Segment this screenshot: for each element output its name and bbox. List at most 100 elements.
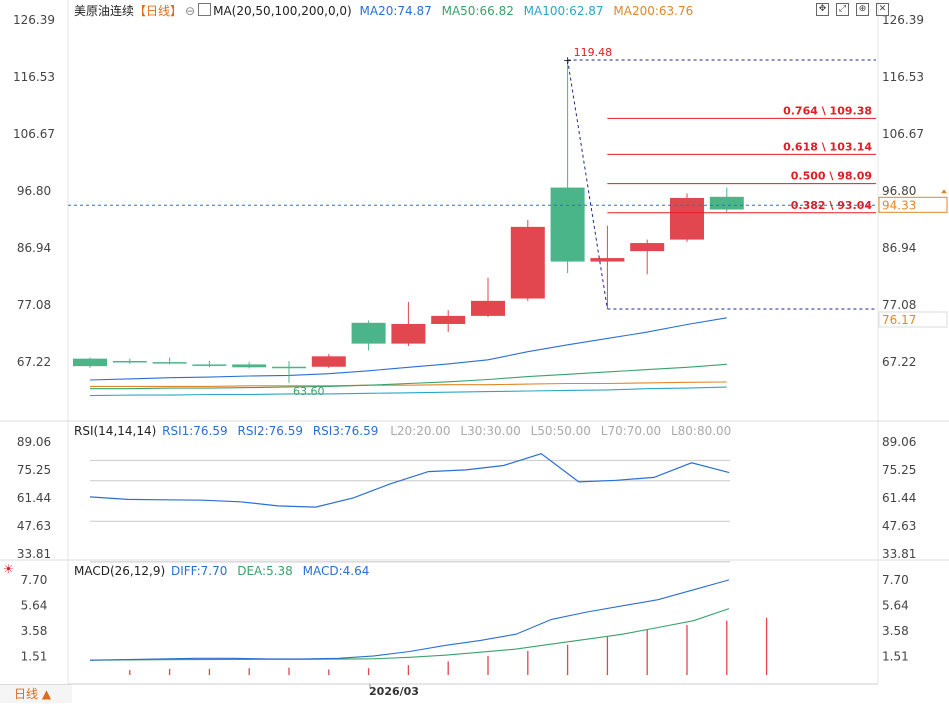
price-tick-right: 77.08: [882, 298, 916, 312]
ma-title[interactable]: MA(20,50,100,200,0,0): [213, 4, 352, 18]
settings-icon[interactable]: ☀: [3, 562, 14, 576]
rsi2-value: RSI2:76.59: [237, 424, 304, 438]
rsi-level-70: L70:70.00: [600, 424, 662, 438]
price-tick-left: 86.94: [17, 241, 51, 255]
candle-body[interactable]: [112, 360, 147, 363]
macd-tick-right: 1.51: [882, 649, 909, 663]
ma200-value: MA200:63.76: [613, 4, 694, 18]
candle-body[interactable]: [272, 366, 306, 369]
rsi-tick-right: 33.81: [882, 547, 916, 561]
macd-tick-right: 3.58: [882, 624, 909, 638]
ma-value-label: 76.17: [882, 313, 916, 327]
rsi-level-80: L80:80.00: [670, 424, 732, 438]
macd-diff-line: [89, 579, 730, 661]
candle-body[interactable]: [73, 358, 107, 367]
price-tick-right: 96.80: [882, 184, 916, 198]
rsi-tick-right: 75.25: [882, 463, 916, 477]
x-axis-date-label: 2026/03: [369, 685, 419, 698]
macd-header: MACD(26,12,9) DIFF:7.70 DEA:5.38 MACD:4.…: [74, 564, 369, 578]
candle-body[interactable]: [670, 197, 704, 240]
zoom-icon[interactable]: ⊕: [856, 3, 869, 16]
fib-level-label: 0.500 \ 98.09: [791, 170, 872, 183]
rsi-title[interactable]: RSI(14,14,14): [74, 424, 157, 438]
ma50-value: MA50:66.82: [441, 4, 514, 18]
price-tick-left: 67.22: [17, 355, 51, 369]
ma-value-badge: [878, 311, 948, 328]
rsi-tick-left: 47.63: [17, 519, 51, 533]
symbol-name: 美原油连续: [74, 4, 135, 18]
rsi-tick-left: 33.81: [17, 547, 51, 561]
candle-body[interactable]: [709, 196, 744, 210]
price-tick-right: 116.53: [882, 70, 924, 84]
period-selector[interactable]: 【日线】: [134, 4, 183, 18]
candle-body[interactable]: [351, 322, 386, 344]
candle-body[interactable]: [391, 323, 426, 344]
macd-dea-value: DEA:5.38: [237, 564, 293, 578]
fib-level-label: 0.764 \ 109.38: [783, 104, 872, 117]
macd-tick-left: 3.58: [21, 624, 48, 638]
ma20-value: MA20:74.87: [359, 4, 432, 18]
price-tick-left: 116.53: [13, 70, 55, 84]
rsi1-value: RSI1:76.59: [162, 424, 228, 438]
current-price-label: 94.33: [882, 198, 916, 212]
candle-body[interactable]: [311, 356, 346, 367]
rsi-level-30: L30:30.00: [460, 424, 521, 438]
candle-body[interactable]: [510, 226, 545, 299]
fib-level-label: 0.618 \ 103.14: [783, 140, 872, 153]
rsi-tick-right: 89.06: [882, 435, 916, 449]
macd-diff-value: DIFF:7.70: [170, 564, 228, 578]
macd-tick-left: 5.64: [21, 598, 48, 612]
price-tick-left: 106.67: [13, 127, 55, 141]
macd-tick-left: 7.70: [21, 573, 48, 587]
price-tick-right: 106.67: [882, 127, 924, 141]
price-tick-right: 86.94: [882, 241, 916, 255]
rsi-tick-right: 47.63: [882, 519, 916, 533]
ma50-line: [90, 363, 727, 390]
period-toggle-button[interactable]: 日线 ▲: [0, 684, 72, 703]
expand-icon[interactable]: ⤢: [836, 3, 849, 16]
ma200-line: [90, 381, 727, 387]
price-tick-left: 126.39: [13, 13, 55, 27]
candle-body[interactable]: [192, 364, 227, 366]
candle-body[interactable]: [590, 258, 625, 262]
ma100-line: [89, 386, 727, 397]
rsi-tick-right: 61.44: [882, 491, 916, 505]
candle-body[interactable]: [431, 315, 466, 324]
fib-low-label: 63.60: [293, 385, 325, 398]
price-tick-right: 126.39: [882, 13, 924, 27]
rsi-level-20: L20:20.00: [390, 424, 451, 438]
price-tick-left: 77.08: [17, 298, 51, 312]
candle-body[interactable]: [152, 362, 187, 364]
visibility-icon[interactable]: ⊖: [185, 4, 196, 18]
rsi3-value: RSI3:76.59: [312, 424, 379, 438]
current-price-badge: [878, 196, 948, 213]
fib-high-label: 119.48: [574, 46, 613, 59]
candle-body[interactable]: [630, 243, 665, 252]
rsi-tick-left: 61.44: [17, 491, 51, 505]
ma20-line: [89, 317, 727, 381]
candle-body[interactable]: [471, 300, 505, 316]
rsi-level-50: L50:50.00: [530, 424, 591, 438]
macd-hist-value: MACD:4.64: [302, 564, 370, 578]
close-icon[interactable]: ✕: [876, 3, 889, 16]
rsi-tick-left: 75.25: [17, 463, 51, 477]
rsi-header: RSI(14,14,14) RSI1:76.59 RSI2:76.59 RSI3…: [74, 424, 731, 438]
macd-tick-right: 5.64: [882, 598, 909, 612]
rsi-line: [89, 453, 730, 508]
macd-tick-right: 7.70: [882, 573, 909, 587]
ma-indicator-icon[interactable]: [198, 3, 212, 16]
macd-title[interactable]: MACD(26,12,9): [74, 564, 166, 578]
move-icon[interactable]: ✥: [816, 3, 829, 16]
macd-tick-left: 1.51: [21, 649, 48, 663]
price-alert-icon[interactable]: [941, 189, 947, 194]
macd-dea-line: [89, 608, 730, 661]
fib-trend-line: [567, 59, 608, 310]
ma100-value: MA100:62.87: [523, 4, 604, 18]
price-tick-right: 67.22: [882, 355, 916, 369]
fib-high-marker: +: [563, 54, 572, 67]
price-tick-left: 96.80: [17, 184, 51, 198]
candle-body[interactable]: [232, 364, 267, 368]
legend-header: 美原油连续【日线】 ⊖ MA(20,50,100,200,0,0) MA20:74.…: [74, 2, 693, 19]
candle-body[interactable]: [550, 187, 585, 262]
